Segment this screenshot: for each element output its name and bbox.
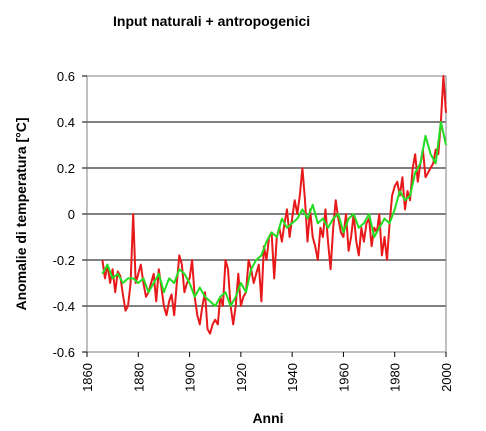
x-axis: 1860 1880 1900 1920 1940 1960 1980 2000 xyxy=(80,352,454,392)
y-tick-label: 0.6 xyxy=(57,69,75,84)
x-tick-label: 1960 xyxy=(336,363,351,392)
x-tick-label: 2000 xyxy=(439,363,454,392)
x-tick-label: 1880 xyxy=(131,363,146,392)
y-tick-label: -0.6 xyxy=(53,345,75,360)
y-tick-label: -0.4 xyxy=(53,299,75,314)
series-group xyxy=(101,75,447,335)
x-axis-title: Anni xyxy=(252,410,283,426)
y-axis-title: Anomalie di temperatura [°C] xyxy=(13,117,29,310)
x-tick-label: 1940 xyxy=(285,363,300,392)
y-tick-label: -0.2 xyxy=(53,253,75,268)
y-axis: -0.6 -0.4 -0.2 0 0.2 0.4 0.6 xyxy=(53,69,87,360)
chart-title: Input naturali + antropogenici xyxy=(113,13,310,29)
y-tick-label: 0.4 xyxy=(57,115,75,130)
series-line-1 xyxy=(101,75,447,335)
x-tick-label: 1980 xyxy=(388,363,403,392)
x-tick-label: 1860 xyxy=(80,363,95,392)
y-tick-label: 0 xyxy=(68,207,75,222)
x-tick-label: 1900 xyxy=(183,363,198,392)
y-tick-label: 0.2 xyxy=(57,161,75,176)
x-tick-label: 1920 xyxy=(234,363,249,392)
series-line-2 xyxy=(101,121,447,307)
